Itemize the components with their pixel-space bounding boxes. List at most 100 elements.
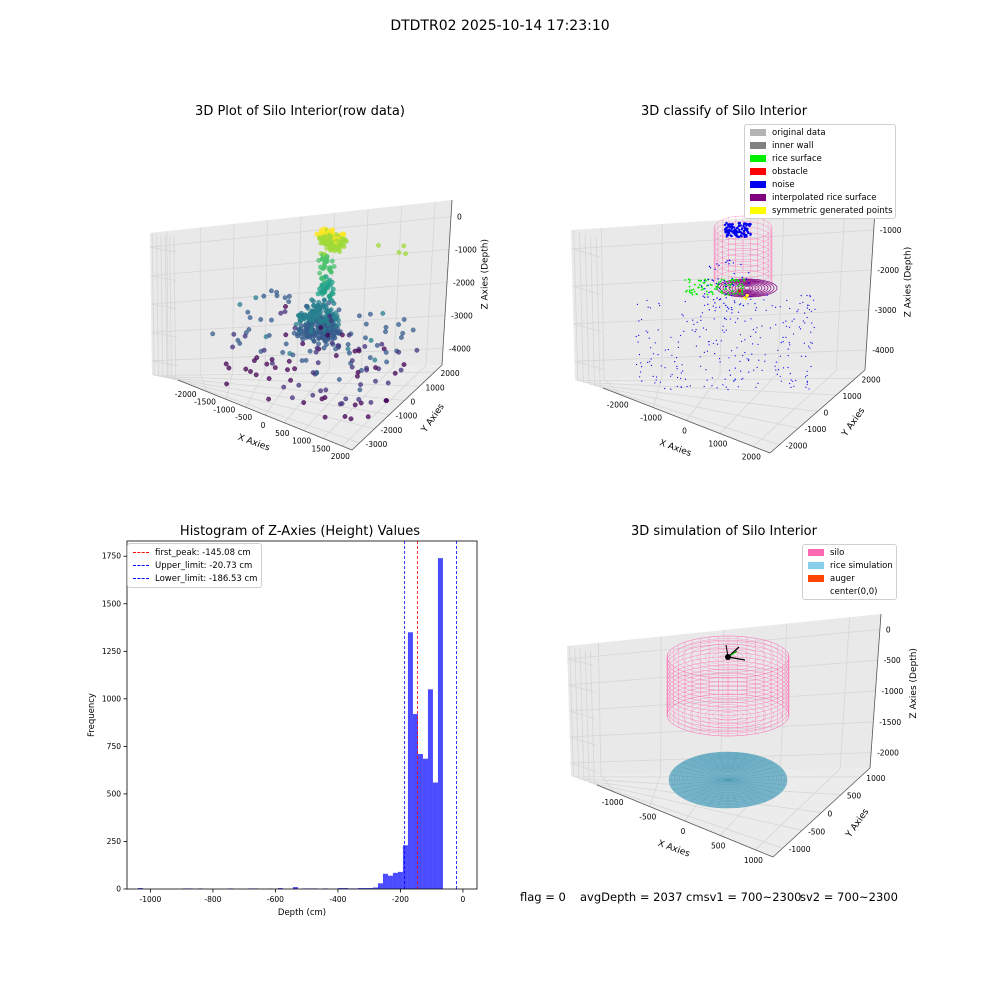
classify-noise-point [718,283,720,285]
simulation-y-axis-label: Y Axies [844,807,872,840]
classify-rice-point [720,289,723,292]
raw-3d-scatter-plot[interactable]: -2000-1500-1000-5000500100015002000-3000… [130,130,500,470]
raw-point [318,264,323,270]
histogram-xtick-label: -400 [329,895,346,904]
classify-grid-y [584,233,590,385]
classify-noise-point [734,321,737,323]
classify-noise-point [691,329,693,331]
classify-xtick-label: 1000 [708,440,727,449]
classify-legend-entry: symmetric generated points [745,204,895,217]
classify-noise-point [639,376,641,378]
classify-ytick-label: 0 [824,409,829,418]
raw-z-axis-label: Z Axies (Depth) [481,239,491,310]
raw-point [363,335,368,341]
classify-obstacle-point [737,290,740,292]
raw-point [354,373,360,379]
classify-noise-point [699,356,701,358]
classify-legend-label: original data [772,127,826,138]
classify-noise-point [735,227,739,230]
histogram-chart[interactable]: -1000 -800 -600 -400 -200 0 0 250 500 750 1000 1250… [80,535,500,920]
raw-point [330,291,336,297]
classify-noise-point [703,351,705,353]
classify-noise-point [674,361,676,363]
classify-noise-point [655,376,658,378]
simulation-grid-x [649,636,662,807]
raw-point [300,336,306,342]
simulation-ztick-label: -500 [884,656,901,665]
histogram-bar [382,873,388,889]
classify-noise-point [676,365,678,367]
classify-rice-point [698,286,700,289]
histogram-bar [437,558,443,889]
raw-point [296,382,302,388]
classify-legend-label: interpolated rice surface [772,192,877,203]
raw-ztick-label: -3000 [451,312,473,321]
classify-rice-point [727,291,729,294]
classify-noise-point [806,304,809,306]
classify-noise-point [780,380,782,382]
raw-point [340,236,346,242]
simulation-silo-roof-ring [674,638,782,676]
classify-noise-point [789,344,791,346]
raw-point [310,392,316,398]
simulation-rice-spoke [727,752,739,781]
raw-point [237,340,243,346]
simulation-3d-plot[interactable]: -1000-50005001000-1000-500050010000-500-… [555,550,925,880]
classify-noise-point [755,331,757,333]
raw-point [396,322,401,327]
raw-point [346,350,352,356]
classify-noise-point [700,319,702,321]
raw-x-axis-label: X Axies [236,433,271,454]
classify-noise-point [809,294,811,296]
classify-noise-point [761,325,763,327]
classify-noise-point [650,364,653,366]
classify-rice-point [734,292,737,295]
raw-point [330,327,336,333]
classify-y-axis-line [769,369,866,454]
classify-noise-point [700,315,702,317]
classify-noise-point [734,355,736,357]
raw-point [266,376,272,382]
classify-noise-point [731,308,733,311]
classify-noise-point [677,346,679,348]
classify-noise-point [803,342,805,344]
classify-legend-swatch [750,207,766,214]
raw-point [328,318,334,324]
simulation-legend-entry: rice simulation [803,559,896,572]
classify-noise-point [718,299,721,301]
raw-point [248,369,253,374]
classify-noise-point [737,225,740,228]
raw-point [326,300,332,306]
classify-noise-point [676,357,678,359]
classify-3d-plot[interactable]: -2000-1000010002000-2000-1000010002000-1… [555,130,925,470]
classify-rice-point [688,285,691,288]
classify-rice-point [704,278,706,281]
simulation-rice-spoke [727,758,766,781]
classify-ztick-label: -2000 [877,266,899,275]
classify-noise-point [654,342,656,344]
raw-point [380,310,386,316]
classify-noise-point [740,263,742,266]
raw-point [290,352,296,358]
classify-noise-point [813,299,815,301]
classify-noise-point [725,304,727,307]
classify-noise-point [810,331,812,333]
simulation-silo-roof-ring [666,635,790,679]
classify-noise-point [650,347,652,349]
classify-noise-point [806,380,808,382]
classify-rice-point [711,291,714,294]
classify-noise-point [708,309,710,311]
classify-noise-point [664,387,666,390]
raw-xtick-label: 2000 [331,452,350,461]
classify-noise-point [711,377,713,379]
raw-point [278,310,284,316]
classify-noise-point [719,358,721,360]
raw-grid-x [264,216,302,416]
simulation-silo-roof-ring [697,646,759,668]
histogram-ytick-label: 750 [107,742,122,751]
classify-noise-point [718,264,720,267]
raw-point [298,317,304,323]
raw-point [322,264,328,270]
raw-point [261,347,267,353]
status-sv2: sv2 = 700~2300 [800,890,898,904]
